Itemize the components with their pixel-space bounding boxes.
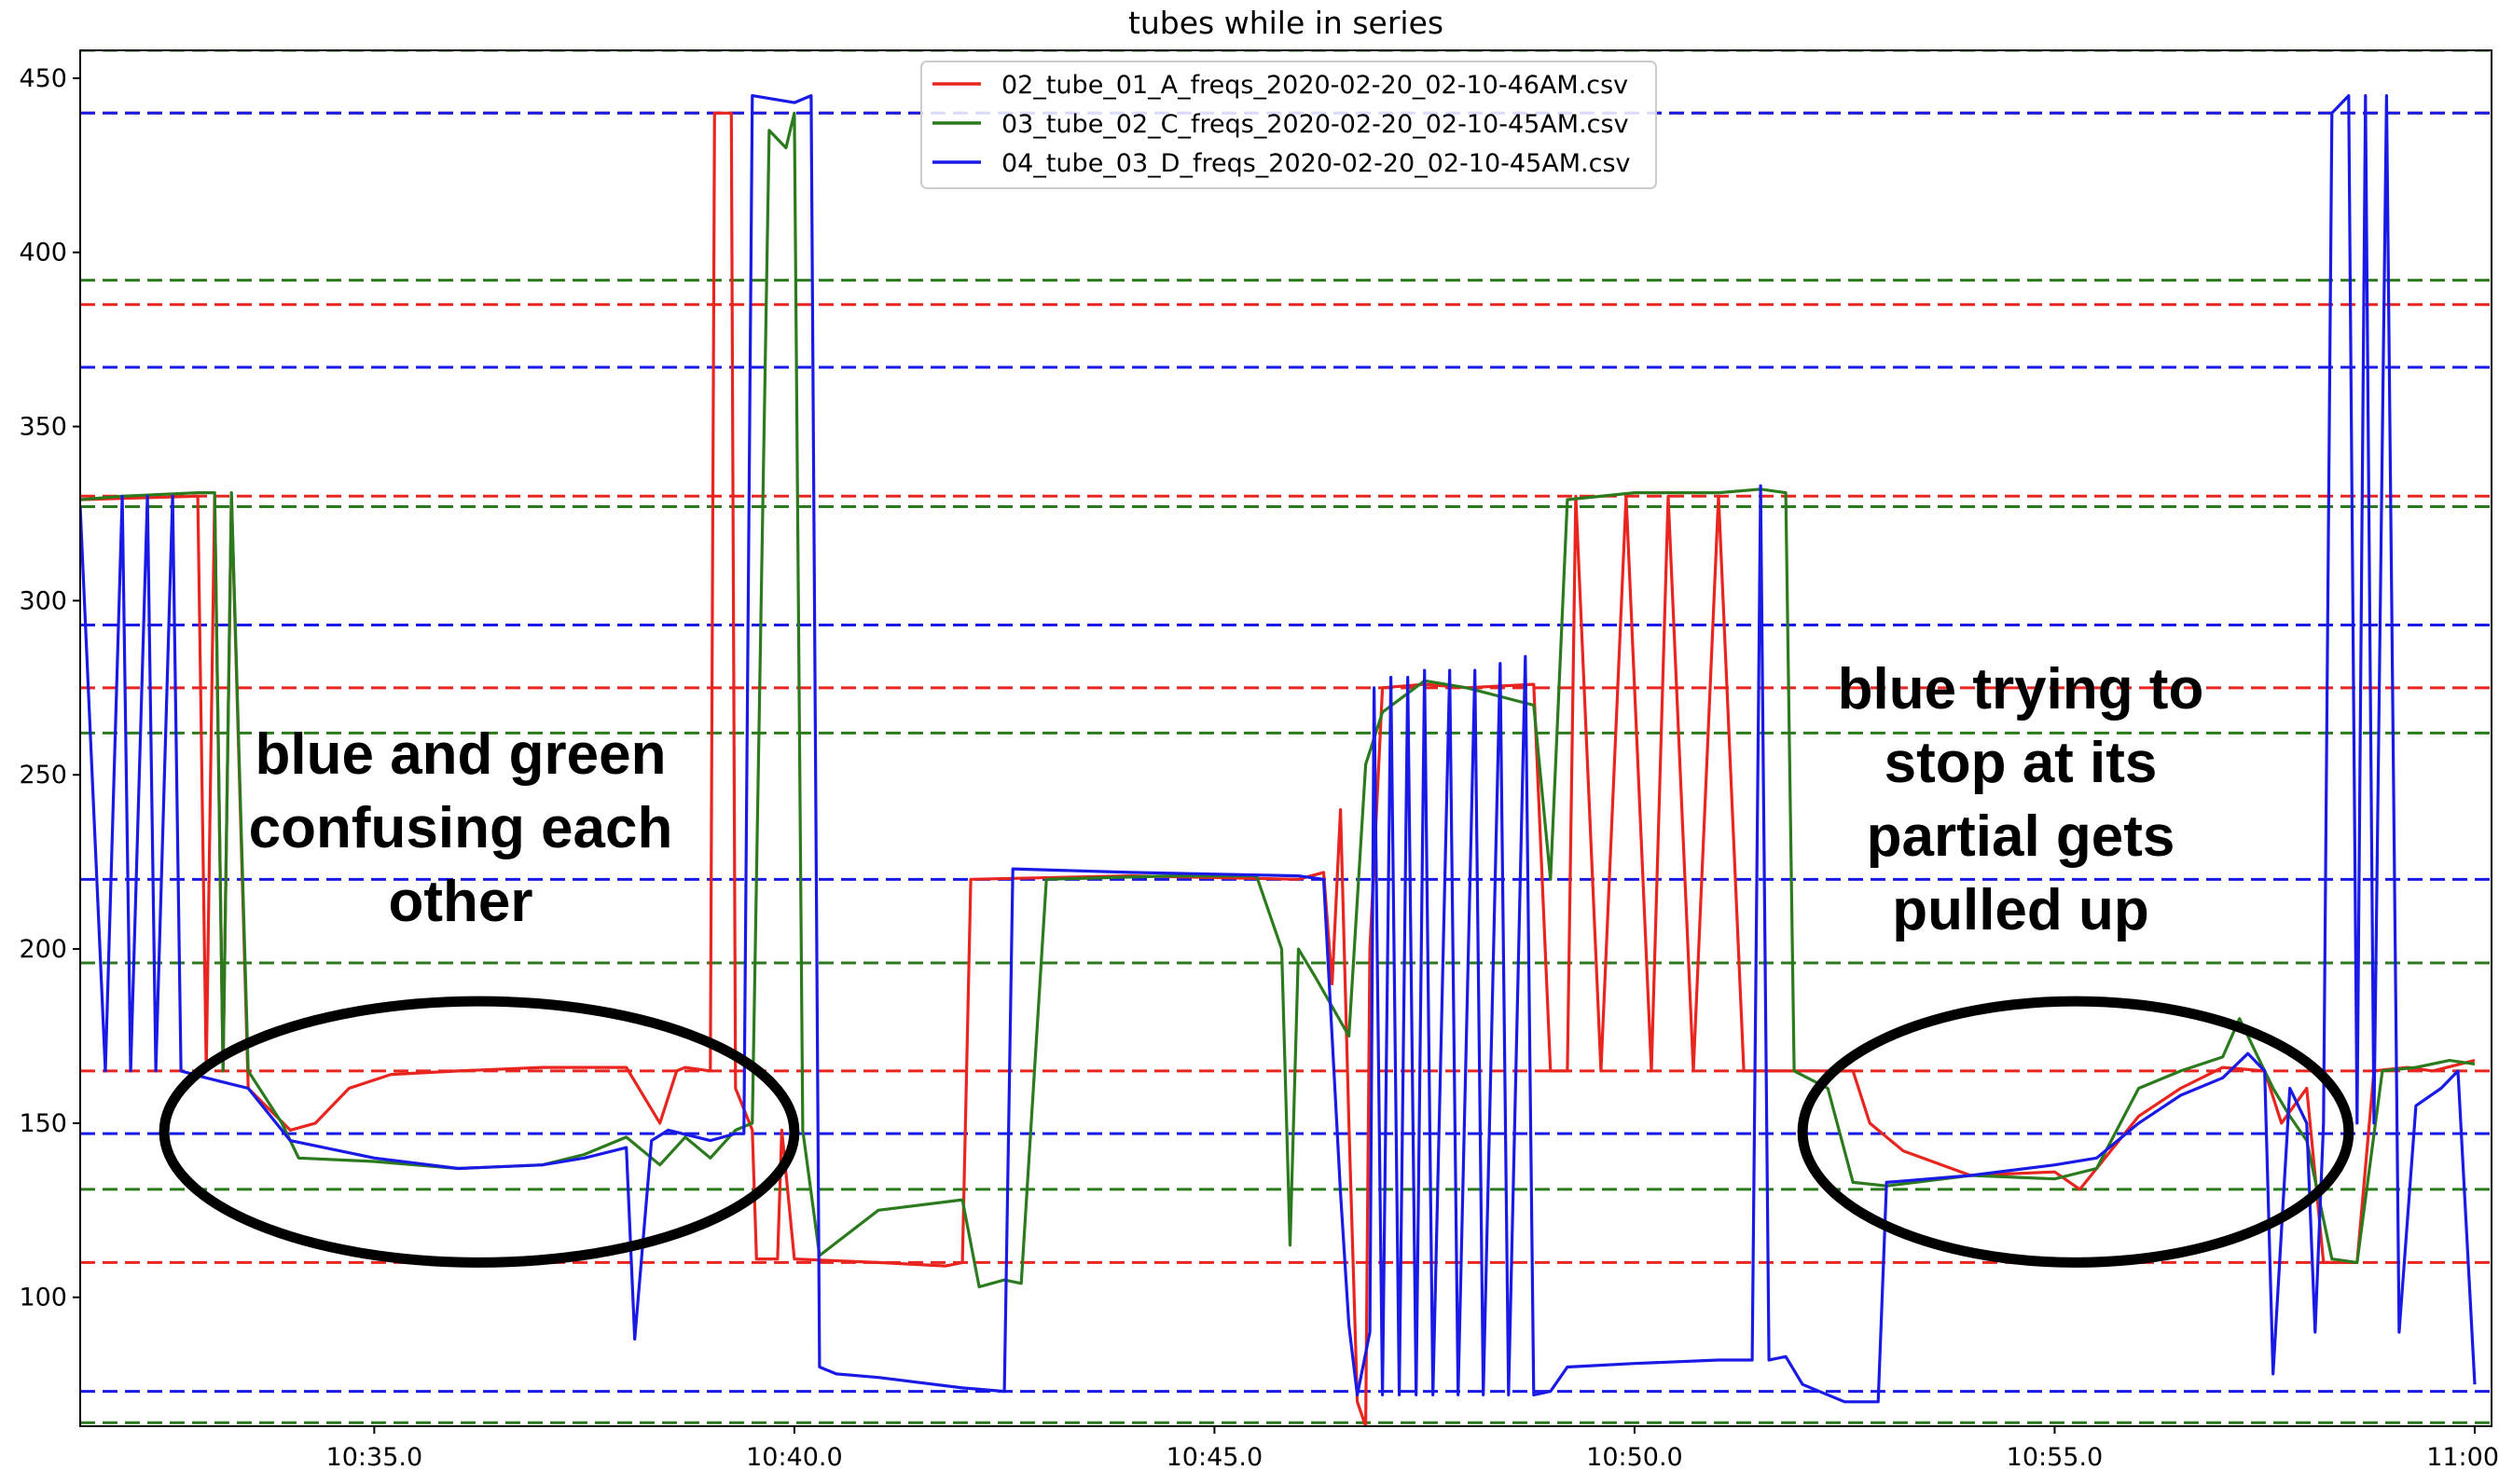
annotation-text: pulled up (1892, 878, 2149, 942)
legend-box (920, 61, 1657, 189)
x-tick-label: 10:40.0 (746, 1443, 843, 1472)
annotation-text: blue and green (255, 722, 667, 787)
annotation-ellipse (159, 996, 800, 1268)
plot-inner (80, 50, 2492, 1426)
series-line-3 (80, 94, 2477, 1404)
chart-title: tubes while in series (1128, 5, 1443, 41)
y-tick-label: 300 (19, 586, 67, 615)
plot-area: 100 150 200 250 300 350 400 450 10:35.0 10:40.0 10… (19, 49, 2499, 1472)
y-tick-label: 250 (19, 761, 67, 790)
annotation-text: blue trying to (1838, 657, 2204, 721)
legend-label: 03_tube_02_C_freqs_2020-02-20_02-10-45AM… (1001, 110, 1629, 139)
annotation-ellipse (1797, 996, 2354, 1268)
y-tick-label: 400 (19, 239, 67, 268)
x-tick-label: 11:00.0 (2426, 1443, 2499, 1472)
y-tick-label: 350 (19, 413, 67, 442)
legend-label: 02_tube_01_A_freqs_2020-02-20_02-10-46AM… (1001, 71, 1628, 100)
plot-frame (79, 49, 2492, 1427)
x-tick-label: 10:50.0 (1586, 1443, 1683, 1472)
x-tick-label: 10:45.0 (1167, 1443, 1263, 1472)
legend-label: 04_tube_03_D_freqs_2020-02-20_02-10-45AM… (1001, 149, 1631, 178)
x-tick-label: 10:35.0 (326, 1443, 423, 1472)
y-tick-label: 200 (19, 935, 67, 964)
y-tick-label: 100 (19, 1284, 67, 1312)
y-tick-label: 150 (19, 1109, 67, 1138)
annotations: blue and green confusing each other blue tr… (159, 657, 2354, 1268)
annotation-text: other (389, 870, 533, 934)
annotation-text: confusing each (249, 796, 673, 860)
series-line-1 (80, 111, 2476, 1426)
annotation-text: stop at its (1885, 731, 2158, 795)
x-tick-label: 10:55.0 (2007, 1443, 2104, 1472)
y-tick-label: 450 (19, 64, 67, 93)
legend: 02_tube_01_A_freqs_2020-02-20_02-10-46AM… (920, 61, 1657, 189)
annotation-text: partial gets (1867, 804, 2175, 869)
